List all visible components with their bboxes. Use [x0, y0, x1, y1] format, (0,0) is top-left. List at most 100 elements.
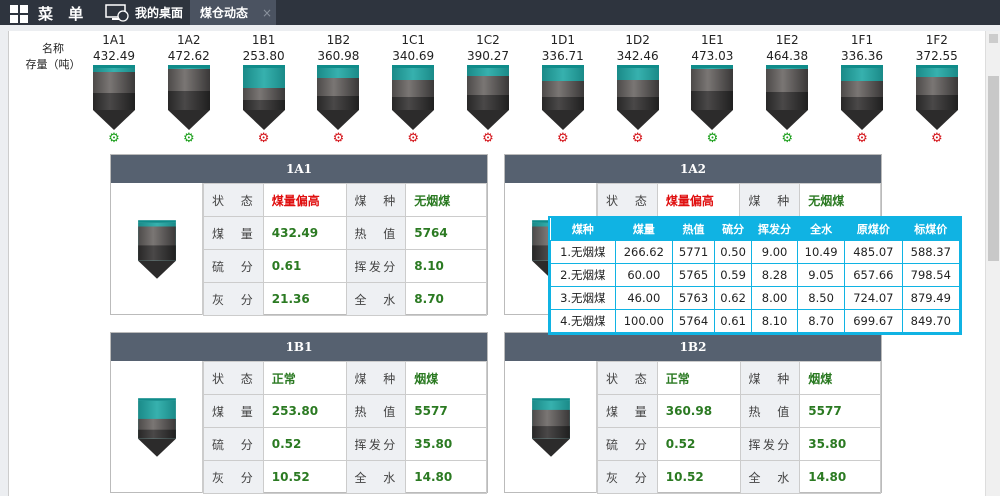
silo-cone: [766, 110, 809, 130]
silo-cone: [137, 438, 176, 457]
silo-1b2[interactable]: 1B2 360.98 ⚙: [313, 32, 363, 146]
silo-body: [531, 398, 570, 439]
coal-level: [317, 78, 360, 110]
silo-body: [915, 65, 958, 110]
popup-cell: 5764: [671, 308, 716, 333]
popup-cell: 5763: [671, 285, 716, 310]
card-title: 1A2: [505, 155, 881, 183]
label-amount: 煤 量: [597, 394, 658, 428]
silo-body: [841, 65, 883, 110]
tab-my-desktop[interactable]: 我的桌面: [105, 0, 183, 25]
silo-stock: 432.49: [93, 49, 135, 63]
silo-graphic: [912, 65, 962, 130]
close-tab-icon[interactable]: ×: [262, 5, 273, 20]
value-ash: 10.52: [656, 460, 741, 494]
value-status: 煤量偏高: [656, 183, 741, 217]
silo-name: 1F1: [850, 33, 874, 47]
silo-name: 1E1: [700, 33, 724, 47]
silo-graphic: [613, 65, 663, 130]
popup-header: 热值: [672, 218, 715, 240]
silo-1f2[interactable]: 1F2 372.55 ⚙: [912, 32, 962, 146]
card-title: 1B1: [111, 333, 487, 361]
gear-icon: ⚙: [182, 131, 195, 146]
scroll-up-icon[interactable]: [989, 34, 998, 43]
silo-cone: [392, 110, 435, 130]
silo-body: [167, 65, 210, 110]
top-bar: 菜 单 我的桌面 煤仓动态 ×: [0, 0, 1000, 25]
value-water: 8.70: [405, 282, 487, 316]
silo-1c1[interactable]: 1C1 340.69 ⚙: [388, 32, 438, 146]
popup-row[interactable]: 2.无烟煤 60.00 5765 0.59 8.28 9.05 657.66 798.54: [550, 262, 961, 287]
silo-name: 1A1: [102, 33, 126, 47]
silo-1e1[interactable]: 1E1 473.03 ⚙: [687, 32, 737, 146]
silo-body: [392, 65, 435, 110]
card-silo-image: [111, 183, 203, 315]
value-type: 无烟煤: [799, 183, 881, 217]
coal-level: [137, 418, 176, 439]
popup-cell: 0.61: [714, 308, 753, 333]
silo-1a1[interactable]: 1A1 432.49 ⚙: [89, 32, 139, 146]
value-ash: 10.52: [262, 460, 347, 494]
silo-cone: [467, 110, 509, 130]
label-ash: 灰 分: [203, 282, 264, 316]
silo-cone: [616, 110, 659, 130]
desktop-icon: [105, 3, 129, 22]
popup-cell: 0.62: [714, 285, 753, 310]
silo-body: [541, 65, 584, 110]
silo-1d2[interactable]: 1D2 342.46 ⚙: [613, 32, 663, 146]
silo-stock: 340.69: [392, 49, 435, 63]
coal-level: [616, 80, 659, 110]
popup-cell: 4.无烟煤: [550, 308, 616, 333]
coal-level: [766, 69, 809, 110]
silo-graphic: [531, 397, 570, 457]
popup-cell: 9.05: [796, 262, 846, 287]
silo-graphic: [89, 65, 139, 130]
silo-cone: [167, 110, 210, 130]
coal-level: [541, 80, 584, 110]
coal-level: [915, 77, 958, 110]
label-heat: 热 值: [739, 394, 801, 428]
silo-body: [137, 220, 176, 261]
popup-cell: 798.54: [901, 262, 961, 287]
label-type: 煤 种: [739, 183, 801, 217]
silo-1c2[interactable]: 1C2 390.27 ⚙: [463, 32, 513, 146]
coal-level: [691, 68, 734, 110]
popup-cell: 266.62: [614, 239, 674, 264]
silo-cone: [317, 110, 360, 130]
silo-1a2[interactable]: 1A2 472.62 ⚙: [164, 32, 214, 146]
silo-name: 1B1: [251, 33, 276, 47]
silo-graphic: [687, 65, 737, 130]
popup-cell: 8.00: [751, 285, 798, 310]
popup-cell: 8.70: [796, 308, 846, 333]
popup-row[interactable]: 4.无烟煤 100.00 5764 0.61 8.10 8.70 699.67 849.70: [550, 308, 961, 333]
popup-row[interactable]: 1.无烟煤 266.62 5771 0.50 9.00 10.49 485.07 588.37: [550, 239, 961, 264]
popup-header: 标煤价: [902, 218, 960, 240]
silo-graphic: [164, 65, 214, 130]
silo-1f1[interactable]: 1F1 336.36 ⚙: [837, 32, 887, 146]
popup-cell: 724.07: [844, 285, 903, 310]
popup-cell: 699.67: [844, 308, 903, 333]
popup-header: 硫分: [714, 218, 752, 240]
label-volatile: 挥发分: [739, 427, 801, 461]
gear-icon: ⚙: [781, 131, 794, 146]
silo-name: 1F2: [925, 33, 948, 47]
silo-1e2[interactable]: 1E2 464.38 ⚙: [762, 32, 812, 146]
scrollbar[interactable]: [985, 31, 1000, 496]
value-ash: 21.36: [262, 282, 347, 316]
scroll-thumb[interactable]: [988, 76, 999, 261]
label-volatile: 挥发分: [345, 249, 407, 283]
menu-button[interactable]: 菜 单: [10, 3, 88, 24]
tab-coal-bunker[interactable]: 煤仓动态 ×: [190, 0, 276, 25]
popup-cell: 8.50: [796, 285, 846, 310]
popup-header: 煤量: [615, 218, 673, 240]
card-title: 1B2: [505, 333, 881, 361]
silo-1b1[interactable]: 1B1 253.80 ⚙: [239, 32, 289, 146]
silo-1d1[interactable]: 1D1 336.71 ⚙: [538, 32, 588, 146]
coal-level: [841, 80, 883, 110]
popup-header: 全水: [797, 218, 845, 240]
label-amount: 煤 量: [203, 394, 264, 428]
silo-body: [317, 65, 360, 110]
popup-row[interactable]: 3.无烟煤 46.00 5763 0.62 8.00 8.50 724.07 879.49: [550, 285, 961, 310]
value-heat: 5577: [405, 394, 487, 428]
label-status: 状 态: [597, 183, 658, 217]
